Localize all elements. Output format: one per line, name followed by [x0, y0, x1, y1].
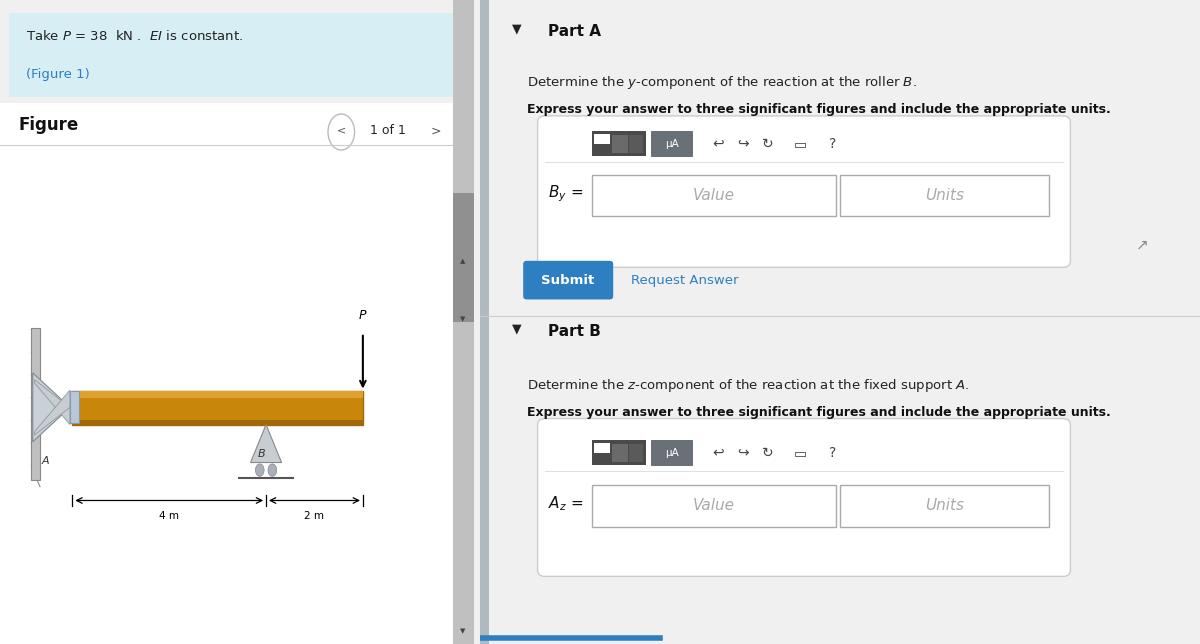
FancyBboxPatch shape [840, 175, 1049, 216]
Text: ?: ? [829, 446, 836, 460]
Text: ▲: ▲ [461, 258, 466, 264]
Text: Units: Units [925, 498, 964, 513]
Bar [592, 440, 646, 465]
Bar [480, 0, 488, 644]
Bar [612, 444, 628, 462]
Bar [594, 443, 610, 453]
FancyBboxPatch shape [538, 419, 1070, 576]
FancyBboxPatch shape [592, 175, 836, 216]
Polygon shape [32, 373, 70, 442]
Bar [650, 440, 692, 465]
Bar [452, 193, 474, 322]
Text: $A$: $A$ [41, 453, 50, 466]
Text: Part A: Part A [548, 24, 601, 39]
FancyBboxPatch shape [523, 261, 613, 299]
Text: ▼: ▼ [512, 322, 522, 335]
Text: ↪: ↪ [737, 137, 749, 151]
Text: ↗: ↗ [1136, 237, 1148, 252]
Text: ↻: ↻ [762, 137, 774, 151]
FancyBboxPatch shape [538, 116, 1070, 267]
Bar [452, 0, 474, 644]
Text: Submit: Submit [541, 274, 594, 287]
Text: (Figure 1): (Figure 1) [26, 68, 90, 80]
Text: ▼: ▼ [461, 316, 466, 322]
Bar [629, 444, 643, 462]
Bar [592, 131, 646, 156]
Text: ▭: ▭ [794, 137, 806, 151]
Bar [72, 392, 362, 424]
Bar [31, 328, 40, 480]
Bar [72, 392, 362, 397]
Text: ↻: ↻ [762, 446, 774, 460]
Text: Determine the $z$-component of the reaction at the fixed support $A$.: Determine the $z$-component of the react… [527, 377, 970, 393]
Text: Request Answer: Request Answer [631, 274, 739, 287]
Circle shape [268, 464, 277, 477]
Polygon shape [35, 390, 70, 435]
Circle shape [256, 464, 264, 477]
Text: 1 of 1: 1 of 1 [370, 124, 406, 137]
Circle shape [328, 114, 354, 150]
Bar [594, 134, 610, 144]
Bar [72, 421, 362, 424]
Bar [0, 103, 474, 644]
Text: >: > [431, 124, 442, 137]
Text: Figure: Figure [19, 116, 79, 134]
Text: 2 m: 2 m [305, 511, 324, 521]
Text: Express your answer to three significant figures and include the appropriate uni: Express your answer to three significant… [527, 103, 1110, 116]
Text: Take $P$ = 38  kN .  $EI$ is constant.: Take $P$ = 38 kN . $EI$ is constant. [26, 29, 244, 43]
Text: $P$: $P$ [358, 310, 367, 323]
Text: Units: Units [925, 187, 964, 203]
Text: ↩: ↩ [712, 446, 724, 460]
Polygon shape [35, 380, 70, 424]
Text: Value: Value [694, 187, 734, 203]
Text: Determine the $y$-component of the reaction at the roller $B$.: Determine the $y$-component of the react… [527, 74, 917, 91]
Text: μA: μA [665, 448, 678, 458]
Polygon shape [251, 424, 282, 462]
Text: ▭: ▭ [794, 446, 806, 460]
Text: $A_z$ =: $A_z$ = [548, 494, 583, 513]
Text: Value: Value [694, 498, 734, 513]
Text: 4 m: 4 m [160, 511, 179, 521]
Text: ▼: ▼ [512, 23, 522, 35]
Text: Part B: Part B [548, 324, 601, 339]
Text: ▼: ▼ [461, 629, 466, 634]
Text: ↩: ↩ [712, 137, 724, 151]
Text: $B_y$ =: $B_y$ = [548, 183, 583, 204]
Text: $B$: $B$ [257, 447, 265, 459]
Bar [10, 13, 455, 97]
Text: ↪: ↪ [737, 446, 749, 460]
FancyBboxPatch shape [840, 485, 1049, 527]
Bar [70, 392, 79, 423]
Bar [629, 135, 643, 153]
Text: Express your answer to three significant figures and include the appropriate uni: Express your answer to three significant… [527, 406, 1110, 419]
Bar [650, 131, 692, 156]
Text: <: < [337, 126, 346, 136]
Bar [612, 135, 628, 153]
FancyBboxPatch shape [592, 485, 836, 527]
Text: ?: ? [829, 137, 836, 151]
Text: μA: μA [665, 138, 678, 149]
